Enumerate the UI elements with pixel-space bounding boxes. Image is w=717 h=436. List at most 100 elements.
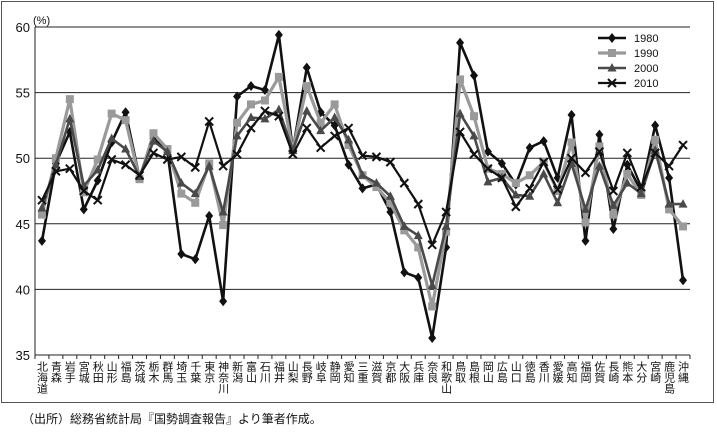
x-tick-label: 岡山 (481, 361, 495, 383)
x-axis-ticks (34, 355, 691, 359)
x-tick-label: 青森 (49, 361, 63, 383)
legend-item-2000: 2000 (598, 63, 658, 75)
legend-marker-diamond (608, 33, 616, 43)
point-2000-9 (162, 146, 172, 156)
point-2010-6 (120, 160, 131, 170)
point-2010-29 (441, 207, 451, 217)
x-tick-label: 大分 (634, 361, 648, 383)
x-tick-label: 香川 (537, 361, 551, 383)
x-tick-label: 神奈川 (216, 361, 230, 394)
x-tick-label: 山梨 (286, 361, 300, 383)
point-1980-42 (623, 159, 632, 170)
x-tick-label: 京都 (383, 361, 397, 383)
point-2010-33 (497, 173, 507, 183)
legend-item-1990: 1990 (598, 48, 658, 60)
point-2000-29 (441, 221, 451, 230)
point-2000-36 (539, 168, 549, 178)
point-1990-19 (302, 82, 311, 91)
point-2000-12 (204, 161, 214, 170)
point-1980-14 (233, 91, 242, 102)
point-2000-42 (622, 178, 632, 187)
x-tick-label: 秋田 (91, 361, 105, 383)
point-2000-37 (553, 197, 563, 207)
point-1990-5 (107, 109, 116, 118)
point-2010-9 (162, 154, 173, 165)
x-tick-label: 群馬 (160, 361, 174, 383)
point-2010-25 (385, 157, 396, 167)
y-tick-label: 40 (16, 282, 30, 297)
point-2010-11 (190, 162, 200, 173)
point-2000-1 (51, 159, 61, 169)
point-2010-35 (525, 183, 535, 194)
point-2000-15 (246, 112, 256, 122)
point-1980-28 (428, 332, 437, 343)
point-2010-16 (260, 106, 270, 116)
x-tick-label: 佐賀 (592, 361, 606, 383)
point-2010-2 (65, 163, 75, 174)
x-tick-label: 北海道 (35, 361, 49, 394)
point-2000-35 (525, 191, 535, 200)
point-1980-27 (414, 272, 423, 283)
x-tick-label: 福井 (272, 361, 286, 383)
point-2000-24 (371, 178, 381, 187)
point-1990-44 (651, 135, 660, 144)
point-1990-45 (665, 205, 674, 214)
x-tick-label: 東京 (202, 361, 216, 383)
point-1990-28 (428, 302, 437, 311)
point-2010-44 (650, 148, 660, 158)
point-2010-39 (580, 167, 591, 178)
point-1980-33 (497, 158, 506, 169)
point-1980-13 (219, 296, 228, 307)
point-1990-42 (623, 169, 632, 178)
point-2010-7 (134, 170, 145, 180)
point-1990-11 (191, 198, 200, 207)
point-2000-6 (121, 144, 131, 153)
point-1990-22 (344, 141, 353, 150)
point-2010-12 (204, 116, 214, 127)
point-2010-43 (636, 182, 646, 192)
y-axis-unit-label: (%) (33, 15, 50, 27)
point-2000-14 (232, 130, 242, 140)
point-1980-23 (358, 183, 367, 194)
point-2000-21 (330, 112, 340, 122)
point-2010-30 (455, 127, 465, 137)
x-tick-label: 兵庫 (411, 361, 425, 383)
legend-label: 2000 (634, 63, 658, 75)
point-1990-6 (121, 116, 130, 125)
x-tick-label: 山形 (105, 361, 119, 383)
point-1980-30 (456, 37, 465, 48)
x-tick-label: 富山 (244, 361, 258, 383)
point-2000-13 (218, 206, 228, 216)
point-2010-36 (538, 157, 549, 167)
series-2000 (37, 104, 688, 289)
point-2010-17 (274, 111, 284, 121)
point-2010-24 (371, 152, 382, 162)
point-2010-21 (329, 131, 340, 141)
point-2000-11 (190, 188, 200, 198)
point-2010-31 (469, 149, 479, 159)
point-2010-0 (37, 195, 47, 205)
point-1990-27 (414, 243, 423, 252)
x-tick-label: 熊本 (620, 361, 634, 383)
point-1980-31 (469, 70, 478, 81)
point-2000-43 (636, 188, 646, 198)
source-caption: （出所）総務省統計局『国勢調査報告』より筆者作成。 (22, 412, 322, 426)
x-tick-label: 山口 (509, 361, 523, 383)
x-tick-label: 宮崎 (648, 361, 662, 383)
y-tick-label: 60 (16, 20, 30, 35)
x-tick-label: 徳島 (523, 361, 537, 383)
point-2000-34 (511, 189, 521, 199)
point-2000-27 (413, 230, 423, 240)
x-tick-label: 長崎 (606, 361, 620, 383)
point-1990-34 (511, 179, 520, 188)
point-1990-26 (400, 226, 409, 235)
x-tick-label: 埼玉 (174, 361, 188, 383)
point-1980-19 (302, 62, 311, 73)
point-2000-39 (580, 204, 590, 213)
point-2010-4 (93, 195, 103, 205)
point-2010-1 (51, 166, 61, 177)
point-1990-14 (233, 118, 242, 127)
legend: 1980 1990 2000 2010 (590, 29, 686, 90)
point-1980-15 (247, 81, 256, 92)
legend-marker-triangle (607, 63, 617, 72)
